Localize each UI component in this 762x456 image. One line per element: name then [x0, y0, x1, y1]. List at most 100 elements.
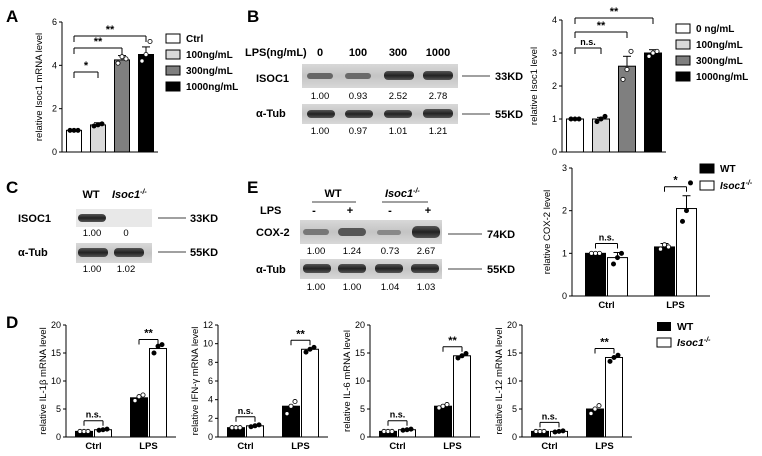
y-tick-label: 4 — [552, 15, 557, 25]
blot-b-lane: 300 — [389, 47, 407, 59]
legend-label: 100ng/mL — [186, 50, 233, 61]
panel-letter-e: E — [247, 178, 258, 197]
y-tick-label: 0 — [562, 291, 567, 301]
legend-label: 300ng/mL — [696, 56, 743, 67]
y-axis-label: relative IL-12 mRNA level — [494, 327, 505, 434]
y-tick-label: 20 — [507, 320, 517, 330]
legend-swatch — [675, 23, 691, 34]
data-point — [588, 410, 594, 416]
data-point — [556, 428, 562, 434]
blot-b-row2-kd: 55KD — [495, 109, 523, 121]
bar — [607, 257, 628, 297]
data-point — [404, 427, 410, 433]
y-tick-label: 2 — [552, 81, 557, 91]
blot-b-lane: 100 — [349, 47, 367, 59]
blot-b-value: 1.00 — [311, 91, 330, 102]
data-point — [237, 425, 243, 431]
blot-e-value: 1.00 — [307, 282, 326, 293]
data-point — [455, 355, 461, 361]
x-tick-label: Ctrl — [237, 441, 253, 452]
panel-letter-a: A — [6, 7, 18, 26]
blot-band — [78, 248, 108, 257]
sig-label: ** — [597, 20, 606, 32]
x-tick-label: Ctrl — [389, 441, 405, 452]
blot-c-value: 0 — [123, 228, 128, 239]
blot-b-membrane2 — [302, 104, 458, 124]
sig-label: n.s. — [86, 410, 102, 420]
y-tick-label: 4 — [208, 395, 213, 405]
legend-label: 1000ng/mL — [696, 72, 748, 83]
blot-e-value: 1.00 — [307, 246, 326, 257]
legend-swatch — [675, 71, 691, 82]
y-axis-label: relative IL-1β mRNA level — [38, 327, 49, 434]
y-axis-label: relative COX-2 level — [542, 190, 553, 274]
data-point — [303, 349, 309, 355]
bar — [149, 348, 167, 438]
bar — [66, 129, 82, 153]
blot-band — [384, 110, 412, 118]
data-point — [654, 48, 660, 54]
blot-band — [338, 228, 366, 236]
x-tick-label: LPS — [443, 441, 461, 452]
data-point — [147, 39, 153, 45]
data-point — [541, 428, 547, 434]
bar — [138, 54, 154, 153]
legend-label: 0 ng/mL — [696, 24, 734, 35]
blot-e-value: 0.73 — [381, 246, 400, 257]
blot-c-row2-label: α-Tub — [18, 247, 48, 259]
blot-c-membrane1 — [76, 209, 152, 227]
data-point — [533, 428, 539, 434]
y-tick-label: 1 — [552, 114, 557, 124]
blot-e-group: WT — [324, 188, 341, 200]
y-tick-label: 2 — [562, 206, 567, 216]
blot-b-lane: 1000 — [426, 47, 450, 59]
y-tick-label: 4 — [52, 60, 57, 70]
data-point — [628, 48, 634, 54]
data-point — [75, 127, 81, 133]
blot-band — [303, 264, 331, 273]
y-tick-label: 10 — [203, 339, 213, 349]
data-point — [77, 428, 83, 434]
data-point — [688, 180, 694, 186]
data-point — [292, 399, 298, 405]
sig-label: * — [84, 60, 89, 72]
bar — [301, 348, 319, 438]
data-point — [666, 244, 672, 250]
blot-band — [411, 264, 439, 273]
data-point — [143, 52, 149, 58]
data-point — [597, 250, 603, 256]
data-point — [233, 425, 239, 431]
y-tick-label: 3 — [552, 48, 557, 58]
data-point — [307, 346, 313, 352]
blot-e-row1-kd: 74KD — [487, 229, 515, 241]
data-point — [680, 218, 686, 224]
sig-label: ** — [106, 24, 115, 36]
y-tick-label: 6 — [52, 17, 57, 27]
y-axis-label: relative Isoc1 mRNA level — [34, 33, 45, 141]
blot-b-header: LPS(ng/mL) — [245, 47, 307, 59]
blot-e-group-ko: Isoc1-/- — [385, 188, 420, 200]
data-point — [139, 58, 145, 64]
blot-e-value: 2.67 — [417, 246, 436, 257]
data-point — [576, 116, 582, 122]
y-tick-label: 10 — [355, 376, 365, 386]
data-point — [463, 351, 469, 357]
data-point — [284, 411, 290, 417]
y-tick-label: 20 — [51, 320, 61, 330]
y-axis-label: relative IFN-γ mRNA level — [190, 327, 201, 436]
blot-b-value: 1.21 — [429, 126, 448, 137]
data-point — [589, 250, 595, 256]
legend-label: WT — [677, 321, 694, 333]
y-tick-label: 15 — [51, 348, 61, 358]
bar — [130, 397, 148, 438]
legend-swatch — [656, 337, 672, 348]
blot-c-lane: WT — [82, 189, 99, 201]
x-tick-label: Ctrl — [541, 441, 557, 452]
data-point — [104, 426, 110, 432]
blot-e-value: 1.00 — [343, 282, 362, 293]
data-point — [592, 406, 598, 412]
data-point — [611, 354, 617, 360]
x-tick-label: Ctrl — [598, 300, 614, 311]
